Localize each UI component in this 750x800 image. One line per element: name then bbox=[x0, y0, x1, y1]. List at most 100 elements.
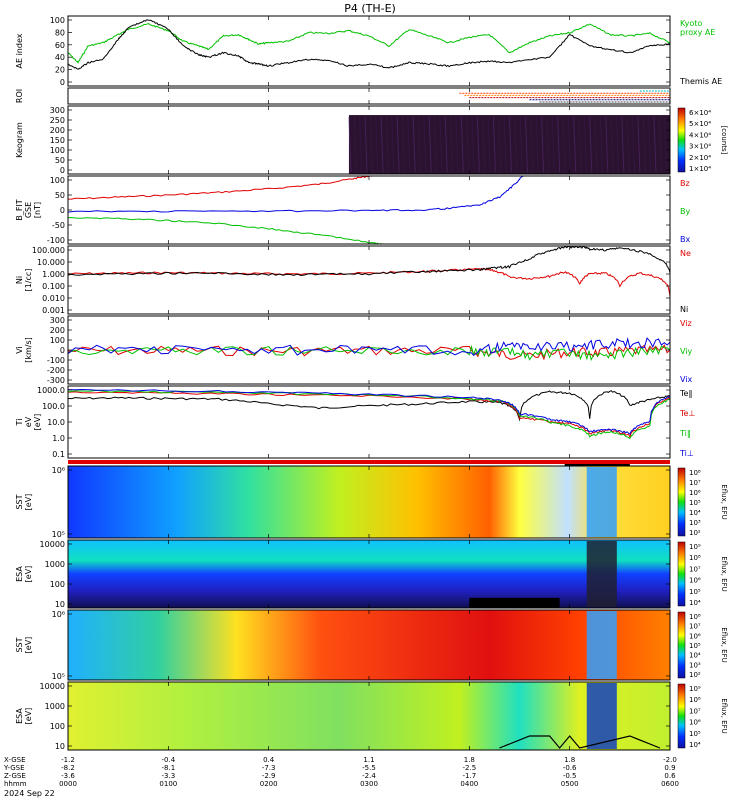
keogram-streak bbox=[589, 117, 593, 173]
y-tick-label: 80 bbox=[55, 28, 65, 37]
keogram-streak bbox=[519, 117, 523, 173]
keogram-streak bbox=[375, 117, 379, 173]
colorbar-tick-label: 10⁸ bbox=[689, 469, 701, 477]
colorbar-tick-label: 10⁶ bbox=[689, 632, 701, 640]
keogram-streak bbox=[567, 117, 571, 173]
colorbar bbox=[677, 467, 686, 537]
colorbar-tick-label: 10⁷ bbox=[689, 479, 701, 487]
panel-frame bbox=[67, 385, 671, 459]
keogram-streak bbox=[621, 117, 625, 173]
colorbar-tick-label: 10⁹ bbox=[689, 543, 701, 551]
mode-bar bbox=[68, 460, 670, 464]
y-tick-label: 200 bbox=[50, 326, 65, 335]
footer-value: -2.4 bbox=[362, 772, 376, 780]
keogram-streak bbox=[632, 117, 636, 173]
y-tick-label: 250 bbox=[50, 116, 65, 125]
y-axis-label: AE index bbox=[15, 33, 24, 68]
colorbar-tick-label: 10⁵ bbox=[689, 642, 701, 650]
y-tick-label: 10⁵ bbox=[52, 530, 65, 539]
y-tick-label: 1.000 bbox=[42, 270, 65, 279]
y-tick-label: 300 bbox=[50, 316, 65, 325]
y-tick-label: 0 bbox=[60, 206, 65, 215]
keogram-streak bbox=[541, 117, 545, 173]
keogram-streak bbox=[648, 117, 652, 173]
series-line bbox=[68, 391, 670, 438]
footer-value: 0.6 bbox=[664, 772, 676, 780]
y-axis-label: Keogram bbox=[15, 122, 24, 158]
panel-frame bbox=[67, 245, 671, 315]
heatmap-band bbox=[586, 611, 617, 679]
y-axis-label: Vi bbox=[15, 346, 24, 354]
footer-value: -8.1 bbox=[161, 764, 175, 772]
footer-value: 0400 bbox=[460, 780, 478, 788]
y-axis-label: [eV] bbox=[24, 566, 33, 583]
series-line bbox=[68, 23, 670, 64]
colorbar-tick-label: 2×10⁴ bbox=[689, 154, 711, 162]
footer-value: 1.1 bbox=[363, 756, 374, 764]
keogram-streak bbox=[498, 117, 502, 173]
keogram-streak bbox=[471, 117, 475, 173]
y-tick-label: 10 bbox=[55, 600, 65, 609]
mode-bar-mark bbox=[564, 464, 630, 466]
keogram-streak bbox=[460, 117, 464, 173]
keogram-streak bbox=[492, 117, 496, 173]
panel-esa_i: 10000 1000 100 10 ESA [eV] 10⁹ 10⁸ 10⁷ 10⁶ 10⁵ 10⁴ E… bbox=[15, 681, 728, 751]
y-axis-label: ESA bbox=[15, 566, 24, 582]
colorbar-tick-label: 10⁴ bbox=[689, 741, 701, 749]
y-tick-label: 0.100 bbox=[42, 282, 65, 291]
footer-value: -0.6 bbox=[563, 764, 577, 772]
footer-value: -2.5 bbox=[462, 764, 476, 772]
y-axis-label: SST bbox=[15, 637, 24, 652]
colorbar-tick-label: 10³ bbox=[689, 661, 701, 669]
colorbar bbox=[677, 683, 686, 749]
y-tick-label: 100 bbox=[50, 176, 65, 185]
temperature-series bbox=[68, 388, 670, 440]
legend-label: Kyoto bbox=[680, 19, 702, 28]
colorbar-tick-label: 5×10⁴ bbox=[689, 120, 711, 128]
legend-label: Te‖ bbox=[679, 389, 692, 398]
footer-value: -0.5 bbox=[563, 772, 577, 780]
keogram-streak bbox=[530, 117, 534, 173]
footer-value: -3.3 bbox=[161, 772, 175, 780]
heatmap-image bbox=[68, 466, 670, 538]
keogram-streak bbox=[359, 117, 363, 173]
keogram-streak bbox=[653, 117, 657, 173]
colorbar-label: Eflux, EFU bbox=[720, 627, 728, 662]
y-tick-label: 50 bbox=[55, 191, 65, 200]
legend-label: Ti⊥ bbox=[679, 449, 694, 458]
y-tick-label: 0 bbox=[60, 166, 65, 175]
keogram-streak bbox=[642, 117, 646, 173]
keogram-streak bbox=[391, 117, 395, 173]
y-tick-label: 100.0 bbox=[42, 402, 65, 411]
keogram-streak bbox=[514, 117, 518, 173]
series-line bbox=[68, 216, 387, 244]
y-axis-label: [1/cc] bbox=[24, 269, 33, 292]
keogram-streak bbox=[444, 117, 448, 173]
footer-value: 0000 bbox=[59, 780, 77, 788]
y-axis-label: ROI bbox=[15, 89, 24, 103]
legend-label: Vix bbox=[680, 375, 693, 384]
heatmap-image bbox=[68, 682, 670, 750]
footer-value: -2.0 bbox=[663, 756, 677, 764]
colorbar-tick-label: 10⁵ bbox=[689, 588, 701, 596]
panel-roi: ROI bbox=[15, 87, 671, 105]
heatmap-band bbox=[586, 467, 617, 537]
y-tick-label: 100 bbox=[50, 146, 65, 155]
keogram-streak bbox=[573, 117, 577, 173]
keogram-streak bbox=[664, 117, 668, 173]
colorbar-tick-label: 10⁴ bbox=[689, 509, 701, 517]
colorbar-tick-label: 1×10⁴ bbox=[689, 165, 711, 173]
y-tick-label: 0 bbox=[60, 346, 65, 355]
keogram-streak bbox=[562, 117, 566, 173]
colorbar-tick-label: 10⁷ bbox=[689, 565, 701, 573]
colorbar-tick-label: 10⁴ bbox=[689, 652, 701, 660]
y-tick-label: 100 bbox=[50, 722, 65, 731]
y-tick-label: -50 bbox=[52, 221, 65, 230]
keogram-streak bbox=[615, 117, 619, 173]
keogram-streak bbox=[428, 117, 432, 173]
colorbar-label: Eflux, EFU bbox=[720, 484, 728, 519]
keogram-streak bbox=[482, 117, 486, 173]
colorbar-tick-label: 3×10⁴ bbox=[689, 143, 711, 151]
legend-label: Bx bbox=[680, 235, 690, 244]
footer-value: -1.7 bbox=[462, 772, 476, 780]
